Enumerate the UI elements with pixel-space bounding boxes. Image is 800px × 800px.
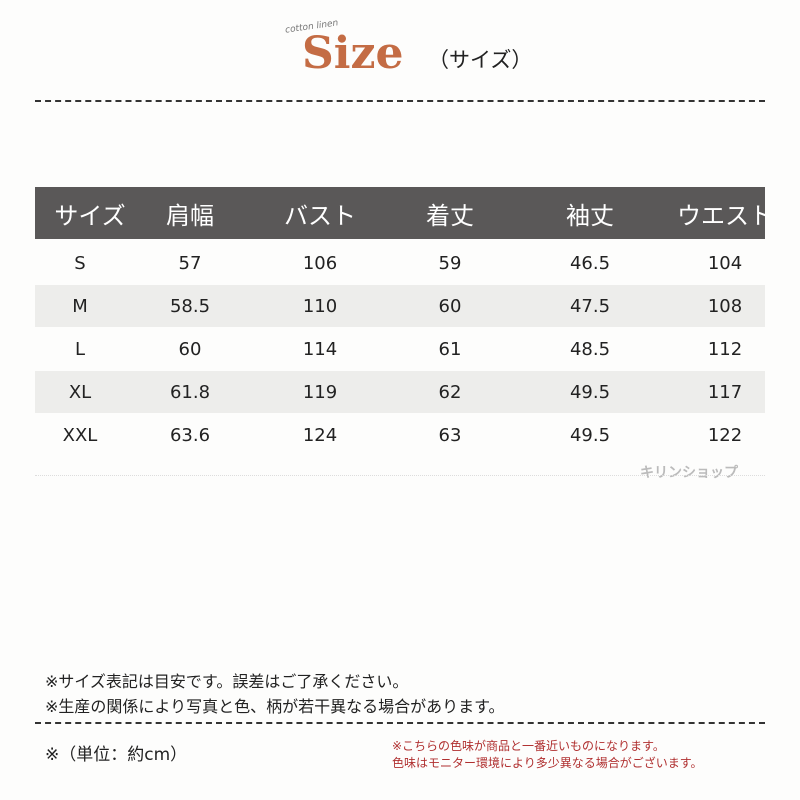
table-cell: 60: [178, 338, 202, 360]
table-cell: 108: [707, 295, 743, 317]
column-header: サイズ: [54, 201, 126, 230]
note-2: ※生産の関係により写真と色、柄が若干異なる場合があります。: [45, 697, 505, 716]
column-header: 袖丈: [566, 201, 614, 230]
table-cell: 61.8: [169, 381, 211, 403]
table-cell: XL: [68, 381, 92, 403]
table-cell: 46.5: [569, 252, 611, 274]
column-header: 着丈: [426, 201, 474, 230]
unit-note: ※（単位：約cm）: [45, 745, 188, 765]
table-cell: 49.5: [569, 381, 611, 403]
table-cell: 110: [302, 295, 338, 317]
table-cell: M: [72, 295, 88, 317]
table-cell: 124: [302, 424, 338, 446]
note-1: ※サイズ表記は目安です。誤差はご了承ください。: [45, 672, 409, 691]
column-header: 肩幅: [166, 201, 214, 230]
table-row: XL 61.8 119 62 49.5 117: [35, 371, 765, 413]
table-cell: 114: [302, 338, 338, 360]
page-title: Size: [302, 28, 404, 79]
table-cell: 122: [707, 424, 743, 446]
table-row: L 60 114 61 48.5 112: [35, 328, 765, 370]
table-row: M 58.5 110 60 47.5 108: [35, 285, 765, 327]
color-note-2: 色味はモニター環境により多少異なる場合がございます。: [392, 756, 703, 770]
table-header: サイズ 肩幅 バスト 着丈 袖丈 ウエスト: [35, 187, 773, 239]
table-cell: 106: [302, 252, 338, 274]
table-row: XXL 63.6 124 63 49.5 122: [35, 414, 765, 456]
table-cell: 104: [707, 252, 743, 274]
table-cell: 57: [178, 252, 202, 274]
table-row: S 57 106 59 46.5 104: [35, 242, 765, 284]
table-cell: 48.5: [569, 338, 611, 360]
table-cell: XXL: [62, 424, 98, 446]
color-note-1: ※こちらの色味が商品と一番近いものになります。: [392, 739, 665, 753]
table-cell: 60: [438, 295, 462, 317]
table-cell: 63: [438, 424, 462, 446]
table-cell: 61: [438, 338, 462, 360]
divider: [35, 722, 765, 724]
table-cell: S: [74, 252, 86, 274]
table-cell: 49.5: [569, 424, 611, 446]
divider: [35, 475, 765, 476]
column-header: バスト: [284, 201, 356, 230]
table-cell: L: [74, 338, 86, 360]
divider: [35, 100, 765, 102]
table-cell: 58.5: [169, 295, 211, 317]
page-subtitle: （サイズ）: [428, 48, 533, 72]
table-cell: 112: [707, 338, 743, 360]
table-cell: 119: [302, 381, 338, 403]
table-cell: 47.5: [569, 295, 611, 317]
table-cell: 62: [438, 381, 462, 403]
table-cell: 59: [438, 252, 462, 274]
table-cell: 117: [707, 381, 743, 403]
column-header: ウエスト: [677, 201, 773, 230]
table-cell: 63.6: [169, 424, 211, 446]
watermark: キリンショップ: [640, 465, 738, 481]
